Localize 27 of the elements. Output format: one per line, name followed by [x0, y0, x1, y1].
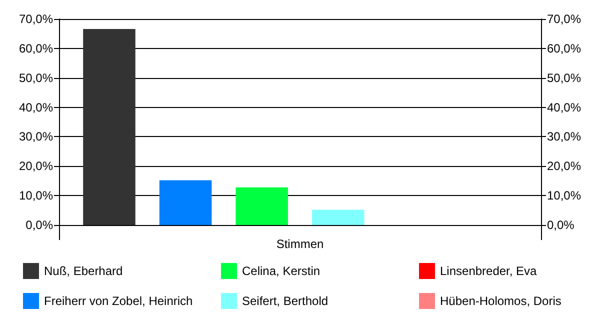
y-tick-label: 10,0%: [18, 188, 54, 203]
bar: [236, 187, 288, 225]
y-tick-label: 40,0%: [18, 100, 54, 114]
bar: [159, 180, 212, 225]
y-tick-label: 70,0%: [18, 12, 54, 26]
legend-label: Celina, Kerstin: [242, 264, 320, 278]
y2-tick-label: 50,0%: [547, 70, 582, 85]
y-tick-label: 30,0%: [18, 130, 54, 144]
y2-tick-label: 10,0%: [547, 188, 582, 203]
y-tick-label: 60,0%: [18, 41, 54, 56]
legend-label: Linsenbreder, Eva: [440, 264, 538, 278]
y-tick-label: 50,0%: [18, 70, 54, 85]
y2-tick-label: 40,0%: [547, 100, 582, 114]
legend-label: Nuß, Eberhard: [44, 264, 123, 278]
bar: [312, 210, 364, 225]
y2-tick-label: 0,0%: [547, 218, 575, 232]
legend-label: Freiherr von Zobel, Heinrich: [44, 294, 193, 308]
legend-label: Seifert, Berthold: [242, 294, 328, 308]
y-tick-label: 20,0%: [18, 159, 54, 174]
x-axis-title: Stimmen: [276, 236, 324, 251]
y2-tick-label: 70,0%: [547, 12, 582, 26]
y2-tick-label: 30,0%: [547, 130, 582, 144]
y2-tick-label: 60,0%: [547, 41, 582, 56]
bar: [83, 29, 136, 225]
y2-tick-label: 20,0%: [547, 159, 582, 174]
legend-label: Hüben-Holomos, Doris: [440, 294, 562, 308]
y-tick-label: 0,0%: [26, 218, 54, 232]
